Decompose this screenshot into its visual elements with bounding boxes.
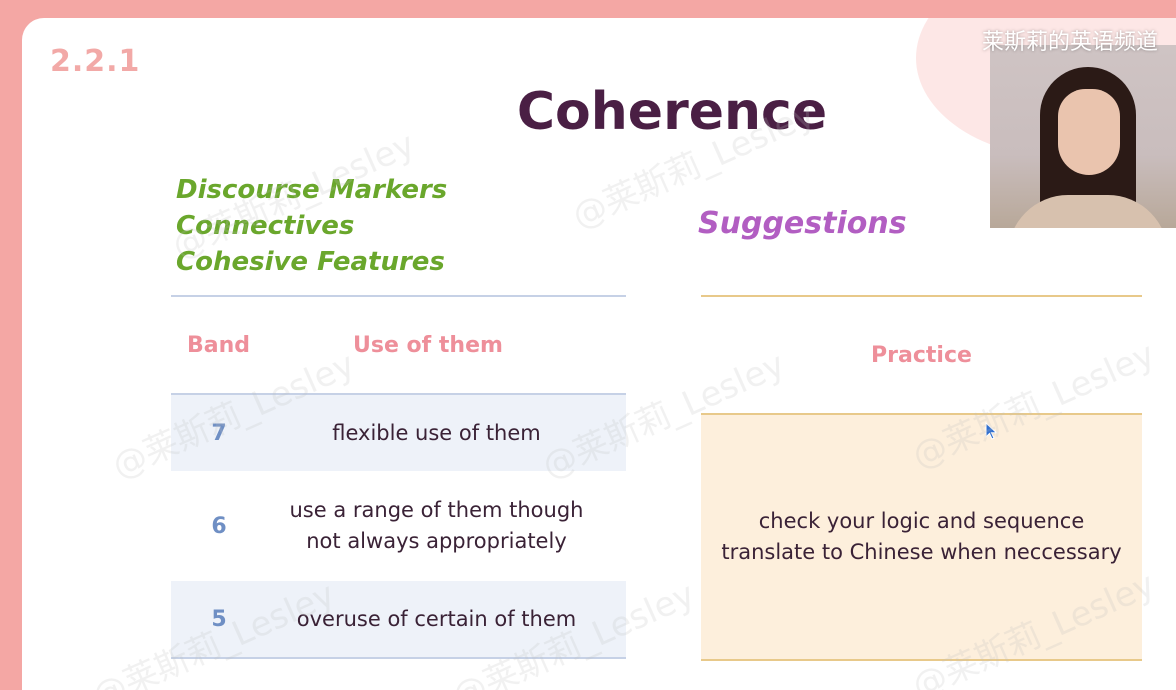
section-number: 2.2.1 [50, 44, 141, 79]
use-line: use a range of them though [289, 498, 584, 522]
band-table-header: Band Use of them [171, 297, 626, 395]
band-value: 5 [211, 606, 227, 632]
presentation-slide: 2.2.1 Coherence Discourse Markers Connec… [22, 18, 1176, 690]
use-column-header: Use of them [353, 332, 503, 358]
marker-item: Connectives [176, 211, 355, 241]
presenter-body [1008, 195, 1168, 228]
use-line: overuse of certain of them [296, 606, 577, 631]
practice-header: Practice [701, 297, 1142, 415]
use-line: not always appropriately [306, 529, 567, 553]
use-description: flexible use of them [267, 418, 626, 449]
table-row: 7 flexible use of them [171, 395, 626, 471]
band-value: 7 [211, 420, 227, 446]
band-value: 6 [211, 513, 227, 539]
presenter-face [1058, 89, 1120, 175]
table-divider [701, 295, 1142, 297]
table-divider [171, 295, 626, 297]
use-description: overuse of certain of them [267, 604, 626, 635]
use-description: use a range of them though not always ap… [267, 495, 626, 557]
marker-list: Discourse Markers Connectives Cohesive F… [176, 172, 447, 280]
marker-item: Cohesive Features [176, 247, 445, 277]
slide-title: Coherence [516, 82, 828, 142]
use-line: flexible use of them [332, 420, 541, 445]
marker-item: Discourse Markers [176, 175, 448, 205]
practice-line: check your logic and sequence [758, 509, 1085, 533]
band-table: Band Use of them 7 flexible use of them … [171, 295, 626, 659]
practice-body: check your logic and sequence translate … [701, 415, 1142, 661]
table-row: 6 use a range of them though not always … [171, 471, 626, 581]
mouse-pointer-icon [985, 422, 998, 440]
practice-line: translate to Chinese when neccessary [721, 540, 1122, 564]
suggestions-heading: Suggestions [698, 206, 907, 241]
table-row: 5 overuse of certain of them [171, 581, 626, 659]
practice-table: Practice check your logic and sequence t… [701, 295, 1142, 661]
band-column-header: Band [187, 332, 251, 358]
channel-watermark: 莱斯莉的英语频道 [982, 30, 1159, 55]
webcam-overlay [990, 45, 1176, 228]
